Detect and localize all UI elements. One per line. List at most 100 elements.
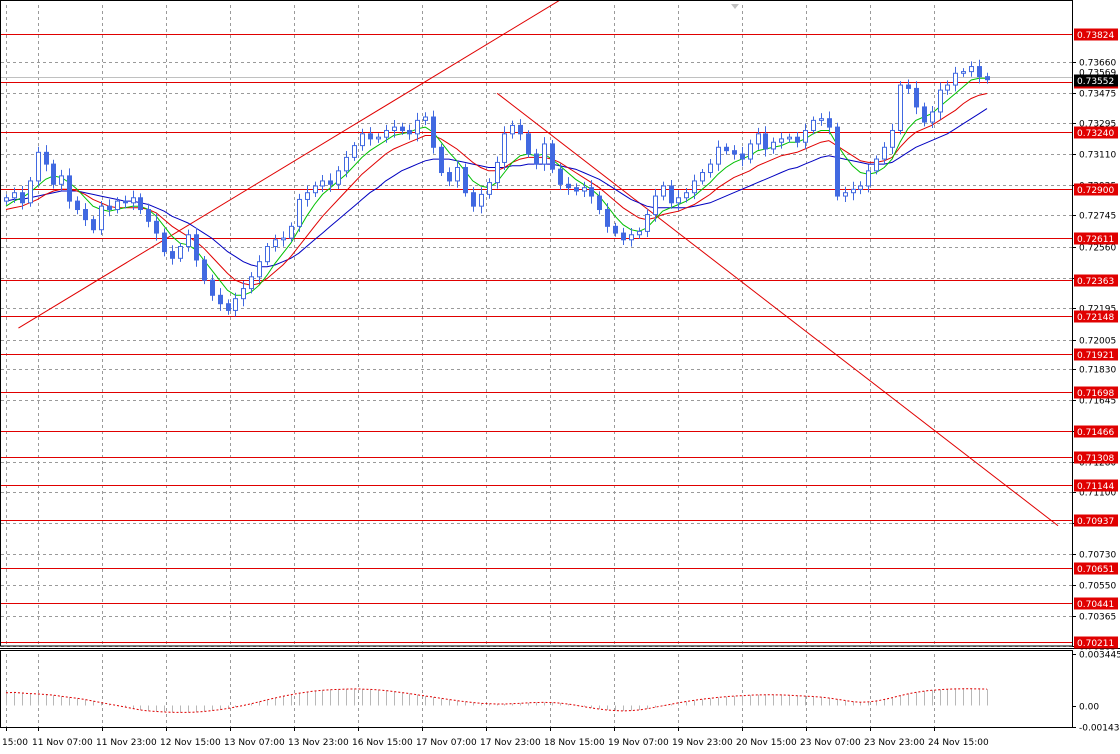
candle-body xyxy=(4,197,9,202)
indicator-tick-label: 0.003445 xyxy=(1079,651,1120,661)
time-label: 20 Nov 15:00 xyxy=(736,738,797,748)
candle-body xyxy=(36,151,41,182)
candle-body xyxy=(858,185,863,190)
candle-body xyxy=(289,225,294,239)
candle-body xyxy=(566,183,571,189)
candle-body xyxy=(597,195,602,211)
candle-body xyxy=(542,143,547,165)
level-price-box xyxy=(1074,451,1118,464)
level-price-box xyxy=(1074,479,1118,492)
candle-body xyxy=(91,219,96,231)
candle-body xyxy=(423,116,428,121)
candle-body xyxy=(534,153,539,165)
price-tick-label: 0.70730 xyxy=(1079,551,1116,561)
candle-body xyxy=(692,180,697,194)
candle-body xyxy=(582,187,587,192)
candle-body xyxy=(407,129,412,135)
level-price-box xyxy=(1074,636,1118,649)
indicator-signal-line xyxy=(5,688,988,713)
candle-body xyxy=(471,192,476,207)
candles xyxy=(4,59,990,317)
price-tick-label: 0.72005 xyxy=(1079,337,1116,347)
candle-body xyxy=(613,225,618,234)
level-price-label: 0.71921 xyxy=(1077,351,1114,361)
trendline[interactable] xyxy=(496,92,1059,527)
price-tick-label: 0.73295 xyxy=(1079,120,1116,130)
candle-body xyxy=(233,298,238,311)
candle-body xyxy=(297,198,302,227)
level-price-label: 0.71308 xyxy=(1077,454,1114,464)
candle-body xyxy=(866,170,871,187)
indicator-panel-frame xyxy=(0,650,1073,728)
candle-body xyxy=(210,279,215,296)
trendlines[interactable] xyxy=(18,0,1059,527)
candle-body xyxy=(28,180,33,204)
level-price-box xyxy=(1074,28,1118,41)
candle-body xyxy=(12,192,17,199)
candle-body xyxy=(716,146,721,165)
candle-body xyxy=(985,76,990,81)
candle-body xyxy=(851,188,856,194)
level-price-label: 0.71466 xyxy=(1077,428,1114,438)
candle-body xyxy=(708,163,713,174)
candle-body xyxy=(961,71,966,74)
candle-body xyxy=(115,200,120,211)
level-price-box xyxy=(1074,183,1118,196)
candle-body xyxy=(162,232,167,253)
candle-body xyxy=(131,197,136,204)
trendline[interactable] xyxy=(18,0,568,329)
candle-body xyxy=(700,172,705,182)
candle-body xyxy=(392,126,397,131)
candle-body xyxy=(953,72,958,86)
candle-body xyxy=(732,150,737,155)
candle-body xyxy=(202,259,207,281)
indicator-panel xyxy=(5,688,988,713)
price-tick-label: 0.72745 xyxy=(1079,212,1116,222)
price-tick-label: 0.70550 xyxy=(1079,582,1116,592)
horizontal-levels[interactable] xyxy=(1,34,1072,643)
candle-body xyxy=(439,146,444,174)
candle-body xyxy=(605,209,610,227)
candle-body xyxy=(320,180,325,187)
candle-body xyxy=(502,133,507,163)
candle-body xyxy=(67,175,72,202)
price-tick-label: 0.73660 xyxy=(1079,59,1116,69)
level-price-label: 0.70937 xyxy=(1077,517,1114,527)
time-label: 11 Nov 07:00 xyxy=(32,738,93,748)
candle-body xyxy=(676,197,681,204)
candle-body xyxy=(740,153,745,160)
time-label: 19 Nov 07:00 xyxy=(608,738,669,748)
indicator-tick-label: -0.001436 xyxy=(1079,724,1120,734)
candle-body xyxy=(653,195,658,216)
price-tick-label: 0.73110 xyxy=(1079,151,1116,161)
candle-body xyxy=(146,209,151,222)
time-label: 12 Nov 15:00 xyxy=(160,738,221,748)
candle-body xyxy=(803,129,808,143)
candle-body xyxy=(59,175,64,185)
level-price-label: 0.72363 xyxy=(1077,277,1114,287)
candle-body xyxy=(914,87,919,108)
candle-body xyxy=(930,111,935,123)
candle-body xyxy=(795,136,800,143)
candle-body xyxy=(83,209,88,221)
level-price-box xyxy=(1074,310,1118,323)
ask-price-label: 0.73569 xyxy=(1079,69,1116,79)
level-price-box xyxy=(1074,425,1118,438)
candle-body xyxy=(969,66,974,73)
time-label: 18 Nov 15:00 xyxy=(544,738,605,748)
candle-body xyxy=(479,193,484,207)
candle-body xyxy=(138,197,143,211)
candle-body xyxy=(400,126,405,131)
price-tick-label: 0.72195 xyxy=(1079,305,1116,315)
candle-body xyxy=(344,156,349,172)
candle-body xyxy=(257,261,262,278)
candle-body xyxy=(305,192,310,200)
candle-body xyxy=(495,161,500,184)
candle-body xyxy=(123,200,128,204)
candle-body xyxy=(99,205,104,231)
candle-body xyxy=(51,163,56,185)
price-tick-label: 0.71830 xyxy=(1079,366,1116,376)
indicator-tick-label: 0.00 xyxy=(1079,703,1099,713)
candle-body xyxy=(669,185,674,204)
